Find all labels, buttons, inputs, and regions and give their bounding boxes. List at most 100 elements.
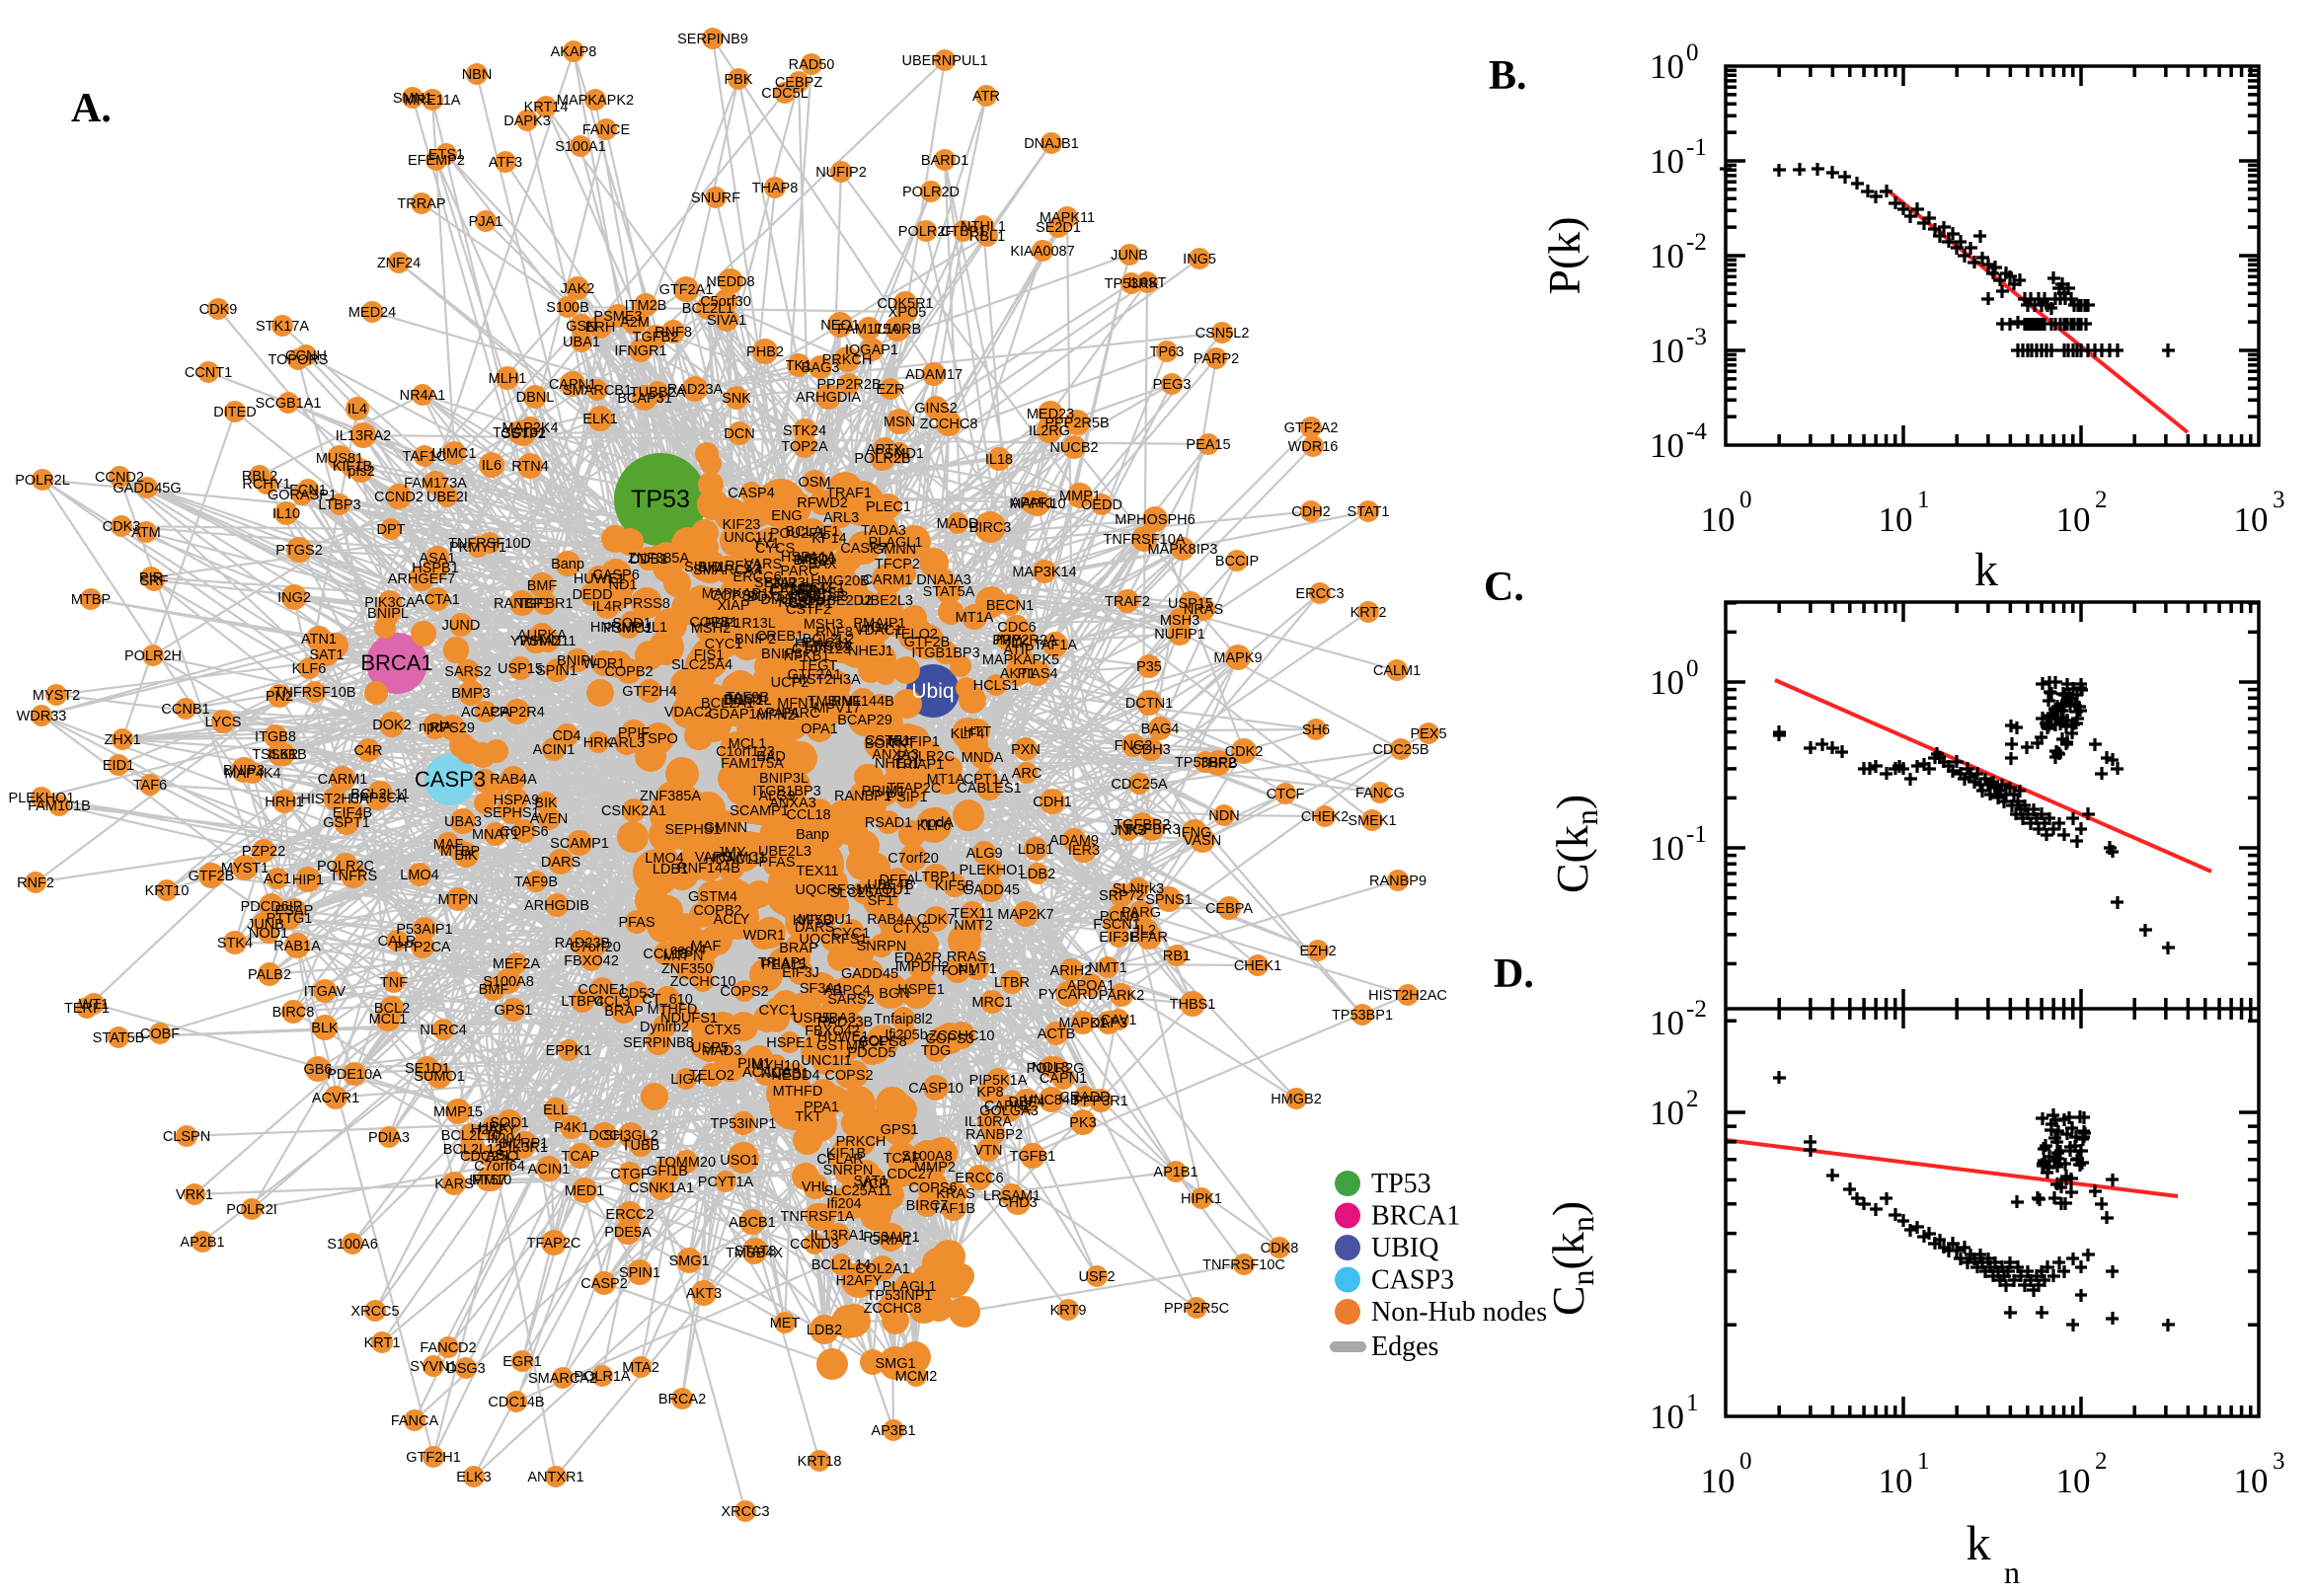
svg-text:TADA3: TADA3 <box>861 523 906 539</box>
svg-text:DPT: DPT <box>377 522 406 538</box>
svg-text:HSPA9: HSPA9 <box>494 793 539 808</box>
svg-text:HIPK1: HIPK1 <box>1181 1191 1222 1207</box>
svg-text:NUFIP2: NUFIP2 <box>815 165 867 181</box>
svg-text:RAD23B: RAD23B <box>817 1015 873 1030</box>
svg-text:CASP10: CASP10 <box>908 1081 964 1097</box>
svg-text:GTF2B: GTF2B <box>904 635 951 650</box>
svg-text:STAT1: STAT1 <box>1348 504 1390 520</box>
svg-text:NBN: NBN <box>462 67 493 83</box>
svg-text:CHEK1: CHEK1 <box>1234 958 1281 974</box>
svg-text:KIF1B: KIF1B <box>826 1146 866 1162</box>
svg-text:SEPHS1: SEPHS1 <box>483 805 539 821</box>
svg-text:MTBP: MTBP <box>440 844 480 860</box>
svg-text:HSPE1: HSPE1 <box>897 982 945 998</box>
svg-text:NDN: NDN <box>1208 808 1239 824</box>
svg-text:SMN1: SMN1 <box>393 91 432 107</box>
svg-text:MFN2: MFN2 <box>756 708 795 723</box>
svg-text:ND1: ND1 <box>608 577 637 593</box>
svg-text:IL13RA1: IL13RA1 <box>811 1228 866 1244</box>
svg-text:DCTN1: DCTN1 <box>1125 696 1173 712</box>
svg-text:TOMM20: TOMM20 <box>656 1155 716 1171</box>
svg-text:NUCB1: NUCB1 <box>760 1066 809 1082</box>
svg-text:S100A1: S100A1 <box>555 139 606 155</box>
svg-text:C4R: C4R <box>353 743 382 759</box>
svg-text:3: 3 <box>2273 487 2285 513</box>
svg-text:CCL18: CCL18 <box>643 947 687 962</box>
svg-text:ACLY: ACLY <box>859 1033 895 1049</box>
svg-text:PPP2R5B: PPP2R5B <box>1044 416 1109 431</box>
svg-text:PIP5K1A: PIP5K1A <box>969 1073 1028 1089</box>
svg-text:IL6: IL6 <box>482 458 502 474</box>
svg-text:SPIN1: SPIN1 <box>536 663 578 679</box>
svg-text:KRT1: KRT1 <box>364 1335 401 1351</box>
svg-text:C(kn): C(kn) <box>1547 795 1604 893</box>
svg-text:SLC25A11: SLC25A11 <box>823 1183 891 1199</box>
svg-text:UBE2I: UBE2I <box>426 490 468 505</box>
svg-text:MPHOSPH6: MPHOSPH6 <box>1115 512 1195 528</box>
svg-text:PPA1: PPA1 <box>804 1100 839 1115</box>
svg-text:KP14: KP14 <box>811 531 846 547</box>
svg-text:THBS1: THBS1 <box>1170 997 1216 1013</box>
svg-text:DNM1L: DNM1L <box>723 693 771 709</box>
svg-text:ITGAV: ITGAV <box>304 984 347 1000</box>
svg-text:NEDD8: NEDD8 <box>706 274 754 290</box>
svg-text:TNFRS: TNFRS <box>330 869 377 884</box>
svg-text:CCND2: CCND2 <box>95 470 144 486</box>
svg-text:CAPN1: CAPN1 <box>549 377 596 393</box>
svg-text:AKT1: AKT1 <box>1000 666 1036 682</box>
svg-text:10: 10 <box>1650 332 1684 370</box>
svg-text:CALR: CALR <box>378 934 417 950</box>
svg-text:C1orf123: C1orf123 <box>716 744 775 760</box>
svg-text:GTF2A1: GTF2A1 <box>788 667 842 683</box>
svg-text:k: k <box>1974 544 1998 596</box>
svg-text:PYCARD: PYCARD <box>1039 987 1098 1003</box>
svg-text:EZH2: EZH2 <box>1299 944 1336 959</box>
svg-text:P53AIP1: P53AIP1 <box>863 1230 919 1246</box>
svg-text:FANCE: FANCE <box>582 122 631 138</box>
svg-text:P(k): P(k) <box>1539 216 1589 294</box>
svg-text:TOP2A: TOP2A <box>781 439 828 455</box>
svg-text:BIK: BIK <box>534 796 558 811</box>
svg-text:XRCC5: XRCC5 <box>350 1304 399 1320</box>
svg-text:CASP7: CASP7 <box>840 541 888 557</box>
svg-text:2: 2 <box>2095 1448 2108 1475</box>
svg-text:S100B: S100B <box>546 300 589 316</box>
svg-text:SYVN1: SYVN1 <box>410 1359 457 1375</box>
svg-text:10: 10 <box>2056 500 2091 539</box>
svg-text:AC1: AC1 <box>264 872 291 887</box>
svg-text:CDC6: CDC6 <box>997 620 1036 636</box>
svg-text:SH3GL2: SH3GL2 <box>603 1128 658 1144</box>
svg-text:TNFRSF1A: TNFRSF1A <box>781 1209 855 1225</box>
svg-text:DCN: DCN <box>724 426 754 442</box>
svg-text:BRCA1: BRCA1 <box>1371 1201 1460 1232</box>
svg-text:PPIF: PPIF <box>618 725 650 741</box>
svg-text:GSN: GSN <box>566 319 596 335</box>
svg-text:CSTF1: CSTF1 <box>800 580 845 596</box>
svg-text:GRIA1: GRIA1 <box>869 1233 912 1249</box>
svg-text:SLC25A4: SLC25A4 <box>671 657 733 673</box>
svg-text:ELK3: ELK3 <box>456 1470 491 1485</box>
svg-text:NRAS: NRAS <box>1184 602 1223 618</box>
svg-text:VHL: VHL <box>802 1179 829 1195</box>
svg-text:BRCA1: BRCA1 <box>360 650 432 675</box>
svg-text:CAV1: CAV1 <box>1101 1013 1137 1028</box>
svg-text:MYST2: MYST2 <box>33 688 80 704</box>
svg-text:STK24: STK24 <box>783 423 826 439</box>
svg-text:CYC1: CYC1 <box>832 926 871 942</box>
svg-text:ABL1: ABL1 <box>486 1148 520 1164</box>
svg-text:MAPK10: MAPK10 <box>1009 496 1065 512</box>
svg-text:MMP2: MMP2 <box>914 1160 956 1176</box>
svg-text:SMG1: SMG1 <box>668 1254 709 1269</box>
svg-text:1: 1 <box>1917 487 1930 513</box>
svg-text:MADD: MADD <box>937 516 979 532</box>
svg-text:UBIQ: UBIQ <box>1371 1233 1438 1263</box>
svg-text:CEBPZ: CEBPZ <box>775 75 822 91</box>
svg-text:STK17A: STK17A <box>256 319 309 335</box>
svg-text:MED23: MED23 <box>801 589 848 605</box>
svg-text:CSTF2: CSTF2 <box>501 426 546 442</box>
svg-text:SCAMP1: SCAMP1 <box>730 803 789 819</box>
svg-text:ANXA3: ANXA3 <box>769 796 816 811</box>
svg-text:CDC14B: CDC14B <box>488 1395 544 1410</box>
svg-text:IL10RA: IL10RA <box>965 1114 1013 1130</box>
svg-text:MAPKAPK2: MAPKAPK2 <box>557 93 634 109</box>
